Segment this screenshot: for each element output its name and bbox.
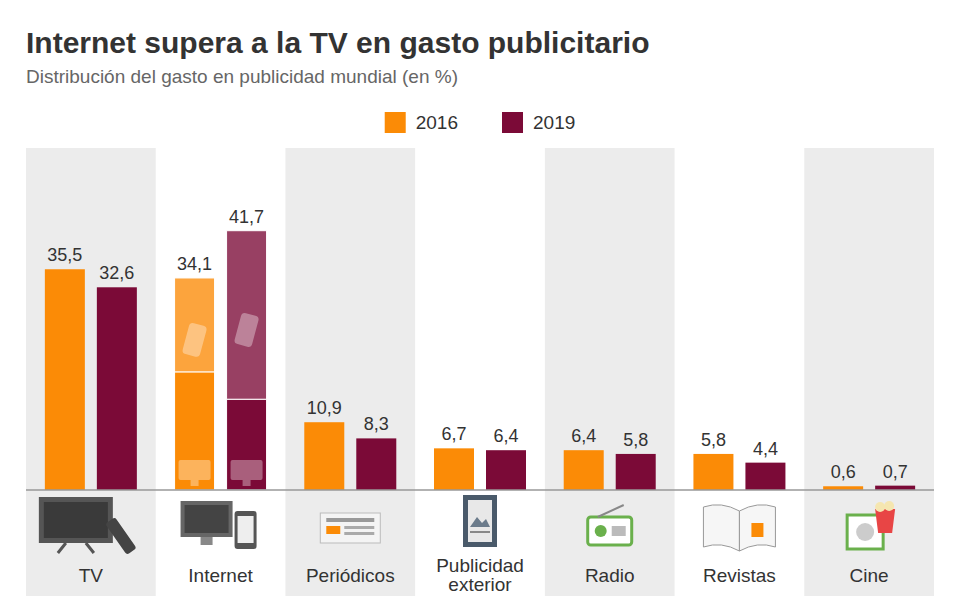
category-icon: [320, 513, 380, 543]
data-label: 6,4: [571, 426, 596, 446]
data-label: 5,8: [623, 430, 648, 450]
data-label: 4,4: [753, 439, 778, 459]
bar-segment: [227, 399, 267, 490]
bar: [564, 450, 604, 490]
icon-part: [884, 501, 894, 511]
category-label-line: exterior: [448, 574, 512, 595]
icon-part: [739, 505, 775, 551]
segment-icon: [179, 460, 211, 480]
bar: [356, 438, 396, 490]
bar: [304, 422, 344, 490]
segment-icon: [231, 460, 263, 480]
icon-part: [703, 505, 739, 551]
data-label: 0,6: [831, 462, 856, 482]
segment-icon: [243, 480, 251, 486]
column-backgrounds: [26, 148, 934, 596]
bars: [45, 231, 915, 490]
category-icon: [588, 505, 632, 545]
icon-part: [44, 502, 108, 538]
icon-part: [598, 505, 624, 517]
column-background: [285, 148, 415, 596]
data-label: 34,1: [177, 254, 212, 274]
legend-label: 2019: [533, 112, 575, 133]
segment-icon: [182, 322, 208, 358]
bar: [434, 448, 474, 490]
icon-part: [344, 532, 374, 535]
data-label: 41,7: [229, 207, 264, 227]
column-background: [545, 148, 675, 596]
icon-part: [463, 495, 497, 547]
segment-icon: [191, 480, 199, 486]
category-labels: TV Internet Periódicos Publicidadexterior Ra…: [79, 555, 889, 595]
icon-part: [875, 509, 895, 533]
bar: [745, 463, 785, 490]
icon-part: [326, 518, 374, 522]
category-icon: [181, 501, 257, 549]
icon-part: [235, 511, 257, 549]
icon-part: [470, 531, 490, 533]
category-label: Internet: [188, 565, 253, 586]
baseline: [26, 489, 934, 491]
category-label: TV: [79, 565, 104, 586]
icon-part: [612, 526, 626, 536]
icon-part: [326, 526, 340, 534]
bar: [97, 287, 137, 490]
icon-part: [105, 517, 137, 555]
data-label: 32,6: [99, 263, 134, 283]
category-icon: [463, 495, 497, 547]
bar-segment: [175, 278, 215, 372]
icon-part: [58, 543, 94, 553]
data-labels: 35,5 34,1 10,9 6,7 6,4 5,8 0,6 32,6 41,7 8,3 6,4 5,…: [47, 207, 907, 483]
bar: [45, 269, 85, 490]
data-label: 5,8: [701, 430, 726, 450]
bar: [486, 450, 526, 490]
icon-part: [39, 497, 113, 543]
column-background: [26, 148, 156, 596]
data-label: 6,7: [441, 424, 466, 444]
category-icon: [703, 505, 775, 551]
icon-part: [875, 502, 885, 512]
data-label: 35,5: [47, 245, 82, 265]
category-icon: [39, 497, 137, 555]
legend-swatch: [385, 112, 406, 133]
icon-part: [185, 505, 229, 533]
data-label: 10,9: [307, 398, 342, 418]
category-label: Radio: [585, 565, 635, 586]
category-icon: [847, 501, 895, 549]
data-label: 6,4: [493, 426, 518, 446]
icon-part: [470, 517, 490, 527]
icon-part: [344, 526, 374, 529]
icon-part: [201, 537, 213, 545]
icon-part: [588, 517, 632, 545]
column-background: [804, 148, 934, 596]
icon-part: [320, 513, 380, 543]
category-label: Cine: [850, 565, 889, 586]
bar-segment: [227, 231, 267, 400]
icon-part: [751, 523, 763, 537]
data-label: 0,7: [883, 462, 908, 482]
category-label-line: Publicidad: [436, 555, 524, 576]
category-label: Revistas: [703, 565, 776, 586]
legend-swatch: [502, 112, 523, 133]
bar: [616, 454, 656, 490]
icon-part: [856, 523, 874, 541]
legend-label: 2016: [416, 112, 458, 133]
legend-item: 2019: [502, 112, 575, 133]
segment-icon: [234, 312, 260, 348]
icon-part: [468, 500, 492, 542]
category-label: Publicidadexterior: [436, 555, 524, 595]
category-icons: [39, 495, 895, 555]
legend-item: 2016: [385, 112, 458, 133]
icon-part: [181, 501, 233, 537]
icon-part: [238, 516, 254, 543]
icon-part: [595, 525, 607, 537]
subtitle: Distribución del gasto en publicidad mun…: [26, 66, 458, 87]
bar: [693, 454, 733, 490]
category-label: Periódicos: [306, 565, 395, 586]
data-label: 8,3: [364, 414, 389, 434]
title: Internet supera a la TV en gasto publici…: [26, 26, 649, 59]
legend: 2016 2019: [385, 112, 576, 133]
chart: Internet supera a la TV en gasto publici…: [0, 0, 960, 613]
bar-segment: [175, 372, 215, 490]
